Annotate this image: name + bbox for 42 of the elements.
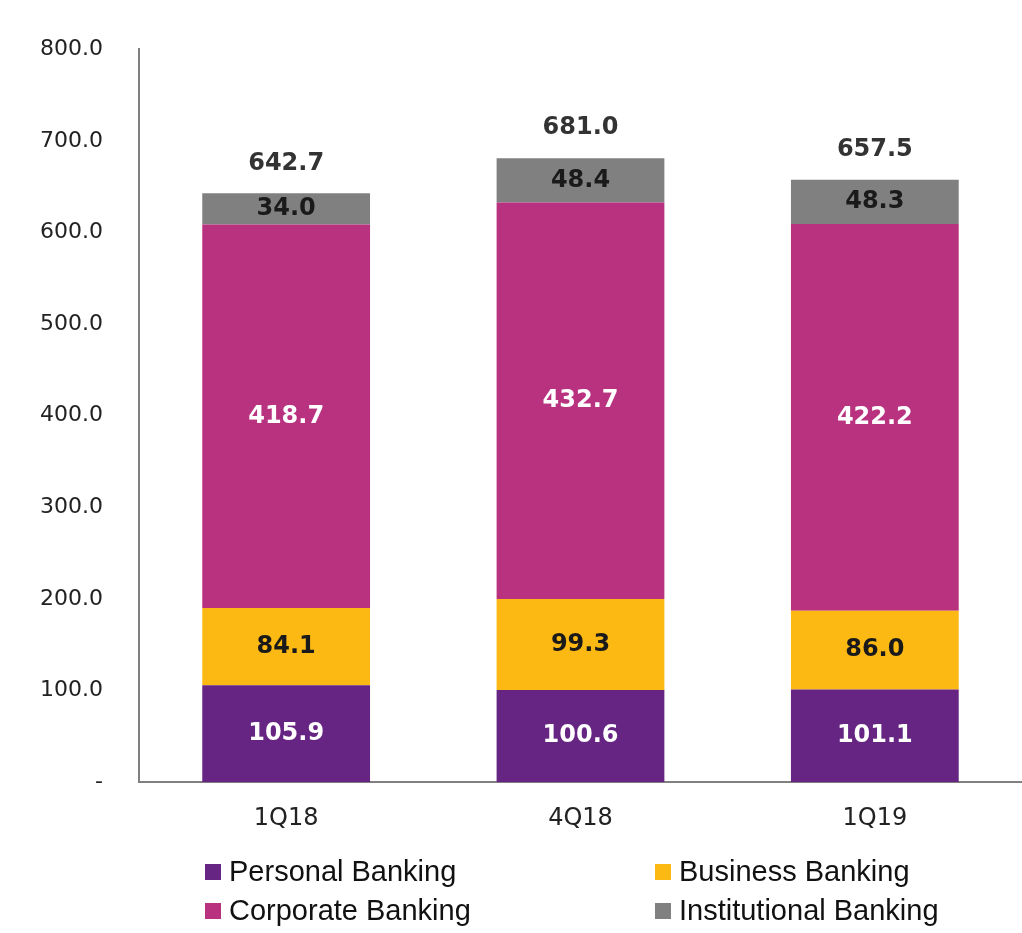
y-tick-label: 700.0 — [40, 126, 103, 152]
bar — [790, 610, 959, 690]
total-label: 681.0 — [542, 112, 619, 141]
bar — [496, 599, 665, 691]
data-label: 84.1 — [256, 630, 316, 659]
data-label: 422.2 — [836, 401, 913, 430]
legend-label: Personal Banking — [229, 855, 457, 888]
data-label: 86.0 — [845, 634, 905, 663]
bar — [496, 690, 665, 783]
bar — [202, 224, 371, 609]
data-label: 432.7 — [542, 385, 619, 414]
data-label: 418.7 — [248, 400, 325, 429]
y-tick-label: 300.0 — [40, 493, 103, 519]
legend-label: Institutional Banking — [679, 894, 939, 927]
bar — [790, 689, 959, 783]
y-tick-label: - — [95, 767, 103, 793]
y-tick-label: 600.0 — [40, 218, 103, 244]
bar — [790, 179, 959, 224]
x-tick-label: 1Q19 — [842, 802, 908, 831]
total-label: 642.7 — [248, 147, 325, 176]
data-label: 48.3 — [845, 186, 905, 215]
data-label: 48.4 — [550, 164, 611, 193]
data-label: 105.9 — [248, 717, 325, 746]
y-tick-label: 400.0 — [40, 401, 103, 427]
y-tick-label: 200.0 — [40, 584, 103, 610]
x-tick-label: 1Q18 — [253, 802, 319, 831]
data-label: 34.0 — [256, 193, 316, 222]
data-label: 101.1 — [836, 720, 913, 749]
data-label: 99.3 — [550, 628, 611, 657]
bar — [202, 685, 371, 783]
total-label: 657.5 — [836, 133, 913, 162]
legend-label: Business Banking — [679, 855, 910, 888]
bar — [496, 202, 665, 600]
y-tick-label: 500.0 — [40, 309, 103, 335]
data-label: 100.6 — [542, 720, 619, 749]
x-tick-label: 4Q18 — [548, 802, 613, 831]
legend-label: Corporate Banking — [229, 894, 471, 927]
y-tick-label: 100.0 — [40, 676, 103, 702]
y-tick-label: 800.0 — [40, 34, 103, 60]
bar — [496, 158, 665, 203]
bar — [202, 608, 371, 686]
bar — [790, 223, 959, 611]
